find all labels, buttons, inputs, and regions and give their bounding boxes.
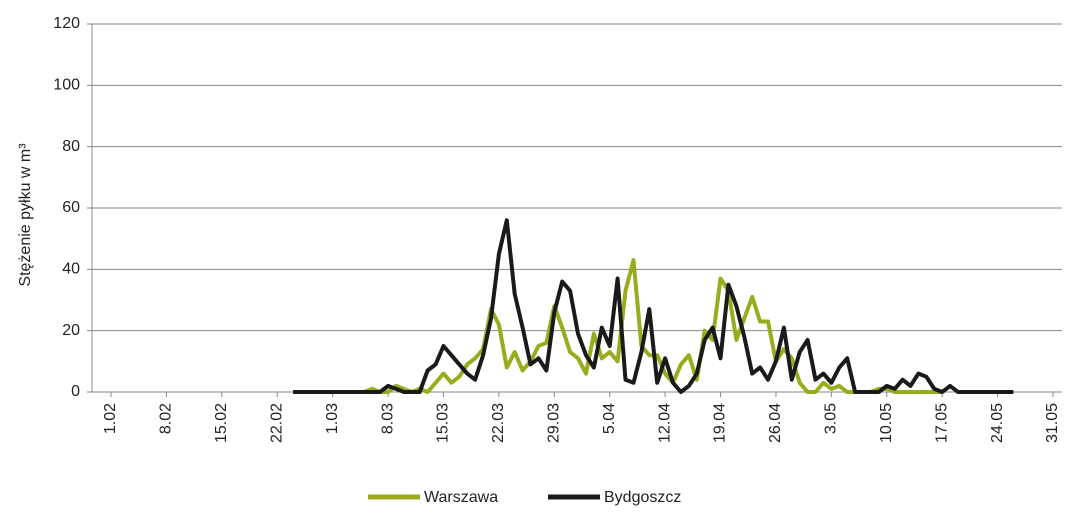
x-tick-label: 15.02 [213,403,230,443]
x-tick-label: 8.03 [379,403,396,434]
y-tick-label: 60 [62,199,80,216]
x-tick-label: 8.02 [158,403,175,434]
x-tick-label: 10.05 [878,403,895,443]
x-tick-label: 15.03 [435,403,452,443]
series-line [293,258,943,394]
x-tick-label: 1.02 [102,403,119,434]
legend-label: Bydgoszcz [604,489,681,506]
y-tick-label: 120 [53,15,80,32]
x-tick-label: 22.02 [268,403,285,443]
y-tick-label: 80 [62,138,80,155]
y-tick-label: 40 [62,261,80,278]
x-tick-label: 17.05 [933,403,950,443]
x-tick-label: 12.04 [656,403,673,443]
x-tick-label: 24.05 [989,403,1006,443]
legend-label: Warszawa [424,489,498,506]
x-tick-label: 3.05 [823,403,840,434]
y-tick-label: 0 [71,383,80,400]
x-tick-label: 5.04 [601,403,618,434]
x-tick-label: 26.04 [767,403,784,443]
x-tick-label: 19.04 [712,403,729,443]
y-tick-label: 100 [53,77,80,94]
y-tick-label: 20 [62,322,80,339]
x-tick-label: 31.05 [1044,403,1061,443]
x-tick-label: 22.03 [490,403,507,443]
x-tick-label: 29.03 [546,403,563,443]
y-axis-label: Stężenie pyłku w m³ [17,143,34,287]
series-line [293,218,1014,394]
x-tick-label: 1.03 [324,403,341,434]
